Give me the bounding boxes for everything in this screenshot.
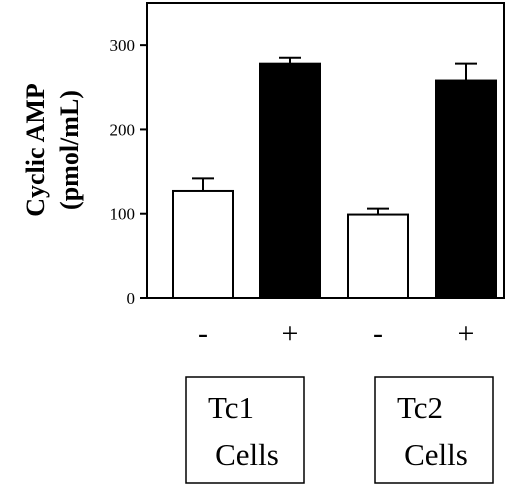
category-label-2: - (373, 317, 383, 350)
group-tc2-line2: Cells (404, 437, 468, 472)
y-axis-title: Cyclic AMP (pmol/mL) (21, 83, 84, 217)
group-box-tc1: Tc1 Cells (185, 376, 305, 484)
category-label-3: + (458, 317, 475, 350)
plot-frame (146, 2, 505, 299)
group-tc1-line2: Cells (215, 437, 279, 472)
bar-3 (435, 79, 497, 299)
y-tick-label-1: 100 (110, 205, 136, 224)
error-bar-1 (279, 56, 301, 64)
category-labels: - + - + (198, 317, 474, 350)
error-bars-layer (192, 56, 477, 215)
group-box-tc2: Tc2 Cells (374, 376, 494, 484)
category-label-1: + (282, 317, 299, 350)
category-label-0: - (198, 317, 208, 350)
error-bar-2 (367, 207, 389, 215)
y-tick-label-3: 300 (110, 36, 136, 55)
y-tick-label-0: 0 (127, 289, 136, 308)
group-tc2-line1: Tc2 (397, 390, 443, 425)
ylabel-line2: (pmol/mL) (55, 90, 84, 210)
error-bar-3 (455, 62, 477, 81)
bar-0 (172, 189, 234, 299)
bars-layer (172, 62, 497, 299)
y-tick-label-2: 200 (110, 120, 136, 139)
ylabel-line1: Cyclic AMP (21, 83, 50, 217)
bar-2 (347, 213, 409, 299)
y-axis-ticks: 0 100 200 300 (110, 36, 147, 308)
group-tc1-line1: Tc1 (208, 390, 254, 425)
bar-1 (259, 62, 321, 299)
error-bar-0 (192, 177, 214, 191)
